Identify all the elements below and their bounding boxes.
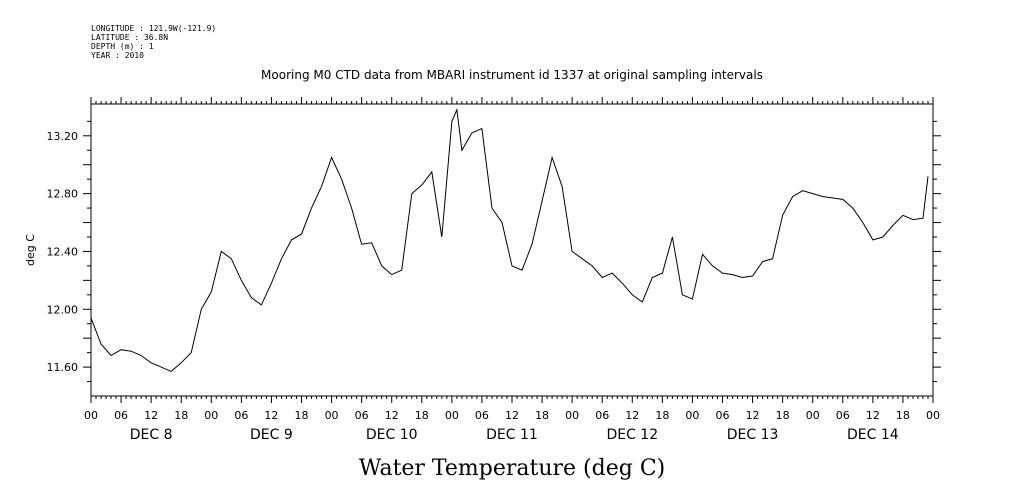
year-label: YEAR : 2010 xyxy=(91,51,144,60)
x-tick-label: 00 xyxy=(685,409,699,422)
x-tick-label: 06 xyxy=(836,409,850,422)
chart-title: Mooring M0 CTD data from MBARI instrumen… xyxy=(261,68,763,82)
y-tick-label: 12.40 xyxy=(47,245,79,258)
x-tick-labels: 00 06 12 18 00 06 12 18 00 06 12 18 00 06 12 18 00 06 12 18… xyxy=(84,409,940,422)
day-label: DEC 14 xyxy=(847,427,899,443)
day-label: DEC 13 xyxy=(727,427,779,443)
x-tick-label: 06 xyxy=(716,409,730,422)
y-tick-label: 12.80 xyxy=(47,188,79,201)
x-tick-label: 06 xyxy=(114,409,128,422)
x-tick-label: 00 xyxy=(926,409,940,422)
series-line xyxy=(90,107,929,372)
day-label: DEC 12 xyxy=(606,427,658,443)
x-tick-label: 18 xyxy=(896,409,910,422)
x-tick-label: 00 xyxy=(84,409,98,422)
x-tick-label: 12 xyxy=(264,409,278,422)
day-label: DEC 8 xyxy=(130,427,173,443)
x-tick-label: 00 xyxy=(565,409,579,422)
x-tick-label: 18 xyxy=(295,409,309,422)
x-tick-label: 00 xyxy=(325,409,339,422)
day-label: DEC 11 xyxy=(486,427,538,443)
x-tick-label: 00 xyxy=(445,409,459,422)
x-tick-label: 12 xyxy=(866,409,880,422)
x-tick-label: 06 xyxy=(595,409,609,422)
y-axis xyxy=(83,120,941,383)
x-tick-label: 18 xyxy=(535,409,549,422)
y-axis-label: deg C xyxy=(24,234,37,266)
y-tick-label: 11.60 xyxy=(47,361,79,374)
x-tick-label: 18 xyxy=(776,409,790,422)
x-tick-label: 12 xyxy=(385,409,399,422)
day-labels: DEC 8 DEC 9 DEC 10 DEC 11 DEC 12 DEC 13 DEC 14 xyxy=(130,427,899,443)
x-tick-label: 00 xyxy=(806,409,820,422)
x-tick-label: 18 xyxy=(415,409,429,422)
longitude-label: LONGITUDE : 121.9W(-121.9) xyxy=(91,24,216,33)
x-tick-label: 12 xyxy=(746,409,760,422)
x-tick-label: 06 xyxy=(355,409,369,422)
x-tick-label: 00 xyxy=(204,409,218,422)
x-tick-label: 18 xyxy=(655,409,669,422)
x-tick-label: 06 xyxy=(475,409,489,422)
day-label: DEC 9 xyxy=(250,427,293,443)
day-label: DEC 10 xyxy=(366,427,418,443)
x-tick-label: 12 xyxy=(625,409,639,422)
latitude-label: LATITUDE : 36.8N xyxy=(91,33,168,42)
x-axis xyxy=(90,97,934,403)
x-axis-title: Water Temperature (deg C) xyxy=(359,456,666,481)
x-tick-label: 06 xyxy=(234,409,248,422)
plot-frame xyxy=(90,103,934,397)
x-tick-label: 18 xyxy=(174,409,188,422)
y-tick-labels: 11.60 12.00 12.40 12.80 13.20 xyxy=(47,130,79,374)
y-tick-label: 12.00 xyxy=(47,303,79,316)
depth-label: DEPTH (m) : 1 xyxy=(91,42,154,51)
y-tick-label: 13.20 xyxy=(47,130,79,143)
x-tick-label: 12 xyxy=(505,409,519,422)
x-tick-label: 12 xyxy=(144,409,158,422)
